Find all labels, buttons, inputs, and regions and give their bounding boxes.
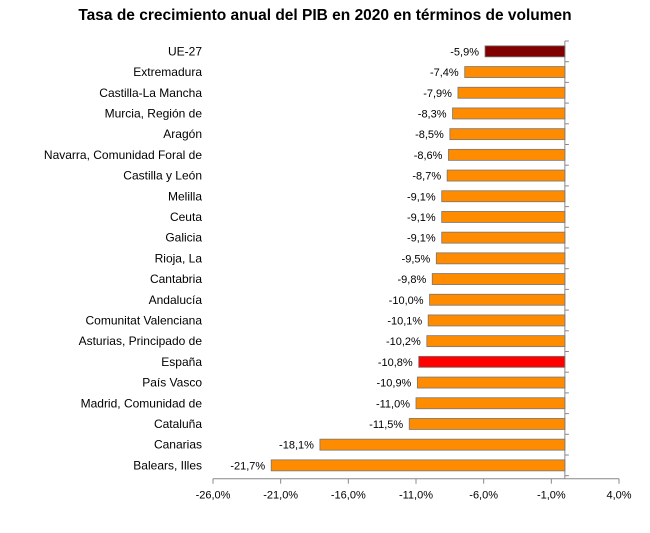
bar [441, 190, 566, 203]
data-label: -11,0% [376, 398, 410, 410]
data-label: -10,1% [387, 315, 422, 327]
bar [435, 252, 566, 265]
bar [270, 459, 566, 472]
bar [448, 148, 566, 161]
bar [429, 293, 566, 306]
category-label: Aragón [163, 127, 202, 141]
category-label: Asturias, Principado de [79, 334, 203, 348]
category-label: UE-27 [168, 44, 202, 58]
bar [427, 314, 566, 327]
data-label: -9,5% [402, 253, 431, 265]
data-label: -9,1% [407, 212, 436, 224]
category-label: Comunitat Valenciana [85, 313, 202, 327]
x-tick-label: -1,0% [537, 490, 566, 502]
data-label: -7,9% [423, 88, 452, 100]
category-label: Melilla [168, 189, 202, 203]
bar [431, 273, 566, 285]
x-tick-label: -26,0% [196, 490, 231, 502]
category-label: Cantabria [150, 272, 202, 286]
bar [319, 438, 566, 451]
bar [452, 107, 566, 120]
data-label: -8,5% [415, 129, 444, 141]
bar [408, 418, 566, 430]
category-label: Murcia, Región de [105, 106, 203, 120]
bar [449, 128, 566, 141]
data-label: -10,2% [386, 336, 421, 348]
category-label: Balears, Illes [133, 458, 202, 472]
bar [426, 335, 566, 348]
bar [416, 376, 566, 389]
bar [441, 231, 566, 244]
category-label: España [161, 355, 202, 369]
data-label: -7,4% [430, 67, 459, 79]
category-label: Castilla-La Mancha [99, 86, 202, 100]
data-label: -8,6% [414, 150, 443, 162]
data-label: -11,5% [369, 419, 403, 431]
bar [446, 169, 566, 182]
category-label: Castilla y León [123, 169, 202, 183]
x-tick-label: 4,0% [606, 490, 631, 502]
data-label: -8,3% [418, 108, 447, 120]
data-label: -9,1% [407, 191, 436, 203]
data-label: -10,9% [376, 378, 411, 390]
category-label: Madrid, Comunidad de [81, 396, 203, 410]
data-label: -5,9% [450, 46, 479, 58]
data-label: -10,8% [378, 357, 413, 369]
x-tick-label: -16,0% [331, 490, 366, 502]
data-label: -9,8% [397, 274, 426, 286]
bar [441, 211, 566, 223]
bar [464, 66, 566, 78]
category-label: País Vasco [142, 376, 202, 390]
category-label: Extremadura [133, 65, 202, 79]
category-label: Ceuta [170, 210, 202, 224]
category-label: Navarra, Comunidad Foral de [44, 148, 202, 162]
bar [457, 86, 566, 99]
bar [415, 397, 566, 410]
data-label: -9,1% [407, 233, 436, 245]
data-label: -21,7% [230, 460, 265, 472]
category-label: Galicia [165, 231, 202, 245]
category-label: Rioja, La [155, 251, 203, 265]
x-tick-label: -21,0% [263, 490, 298, 502]
x-tick-label: -11,0% [399, 490, 433, 502]
data-label: -10,0% [389, 295, 424, 307]
category-label: Andalucía [149, 293, 203, 307]
data-label: -18,1% [279, 440, 314, 452]
category-label: Canarias [154, 438, 202, 452]
category-label: Cataluña [154, 417, 202, 431]
bar [418, 355, 566, 368]
data-label: -8,7% [412, 171, 441, 183]
x-tick-label: -6,0% [469, 490, 498, 502]
bar [484, 45, 566, 58]
chart-title: Tasa de crecimiento anual del PIB en 202… [78, 7, 572, 24]
